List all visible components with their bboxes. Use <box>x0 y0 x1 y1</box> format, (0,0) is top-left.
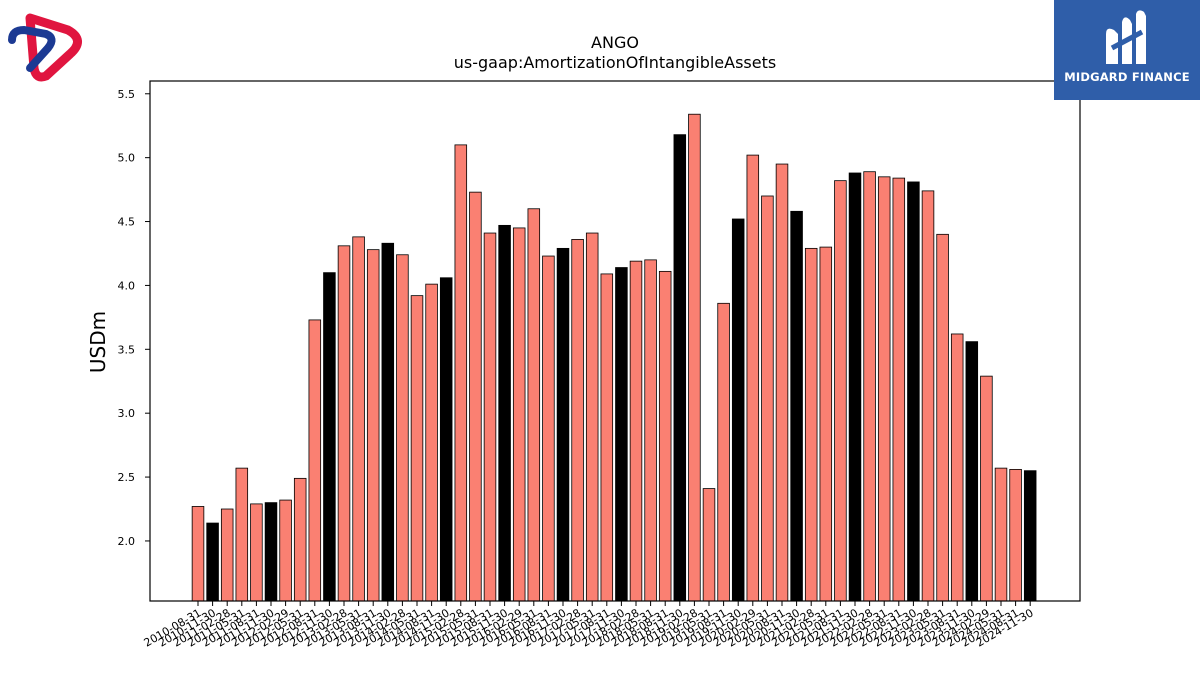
y-tick-label: 5.5 <box>118 88 136 101</box>
brand-logo: MIDGARD FINANCE <box>1054 0 1200 100</box>
brand-name: MIDGARD FINANCE <box>1064 70 1190 84</box>
midgard-m-icon <box>1102 8 1152 72</box>
bar <box>323 272 336 602</box>
y-tick-label: 4.5 <box>118 216 136 229</box>
bar <box>250 503 263 602</box>
bar <box>483 232 497 602</box>
bar <box>702 488 716 602</box>
y-tick-label: 5.0 <box>118 152 136 165</box>
y-tick-label: 3.0 <box>118 407 136 420</box>
y-tick-label: 2.0 <box>118 535 136 548</box>
chart-title: ANGO <box>591 33 639 52</box>
bar <box>775 163 789 602</box>
bar <box>410 295 424 602</box>
bar <box>235 467 249 602</box>
bar <box>804 247 818 602</box>
bar <box>264 502 278 602</box>
bar <box>877 176 891 602</box>
x-axis: 2010-08-312010-11-302011-02-282011-05-31… <box>142 601 1036 650</box>
bar <box>819 246 833 602</box>
bar <box>965 341 979 602</box>
bar <box>688 113 701 602</box>
y-tick-label: 4.0 <box>118 279 136 292</box>
bar <box>907 181 920 602</box>
bar <box>863 171 876 602</box>
bar <box>629 260 643 602</box>
corner-logo-icon <box>6 10 86 86</box>
y-tick-label: 2.5 <box>118 471 136 484</box>
bar <box>994 467 1008 602</box>
bar <box>454 144 468 602</box>
bar <box>556 247 570 602</box>
bar <box>761 195 774 602</box>
y-tick-label: 3.5 <box>118 343 136 356</box>
bar <box>425 283 438 602</box>
bar <box>206 522 219 602</box>
bar <box>585 232 599 602</box>
bar <box>381 242 395 602</box>
bar <box>746 154 760 602</box>
bar <box>308 319 322 602</box>
plot-frame <box>149 80 1081 602</box>
bar <box>571 239 584 602</box>
bar <box>615 267 628 602</box>
bar <box>279 499 292 602</box>
bar <box>717 302 730 602</box>
bar <box>352 236 365 602</box>
bar <box>1023 470 1037 602</box>
bar <box>848 172 862 602</box>
bar <box>293 477 307 602</box>
bars-group <box>191 113 1037 602</box>
bar <box>980 375 993 602</box>
bar <box>439 277 453 602</box>
bar <box>600 273 614 602</box>
bar <box>950 333 964 602</box>
bar <box>673 134 687 602</box>
y-axis-label: USDm <box>86 311 110 373</box>
bar <box>921 190 935 602</box>
bar <box>469 191 482 602</box>
bar <box>658 270 672 602</box>
bar <box>337 245 351 602</box>
bar <box>220 508 234 602</box>
bar <box>366 249 380 602</box>
bar <box>731 218 745 602</box>
bar <box>542 255 555 602</box>
bar <box>892 177 906 602</box>
bar <box>527 208 541 602</box>
y-axis: 2.0 2.5 3.0 3.5 4.0 4.5 5.0 5.5 <box>118 88 150 548</box>
bar <box>936 233 949 602</box>
bar <box>396 254 409 602</box>
bar <box>834 180 847 602</box>
bar <box>1009 468 1022 602</box>
chart-subtitle: us-gaap:AmortizationOfIntangibleAssets <box>454 53 776 72</box>
bar <box>498 224 511 602</box>
bar <box>644 259 657 602</box>
bar <box>790 210 803 602</box>
bar <box>512 227 526 602</box>
bar <box>191 506 205 602</box>
